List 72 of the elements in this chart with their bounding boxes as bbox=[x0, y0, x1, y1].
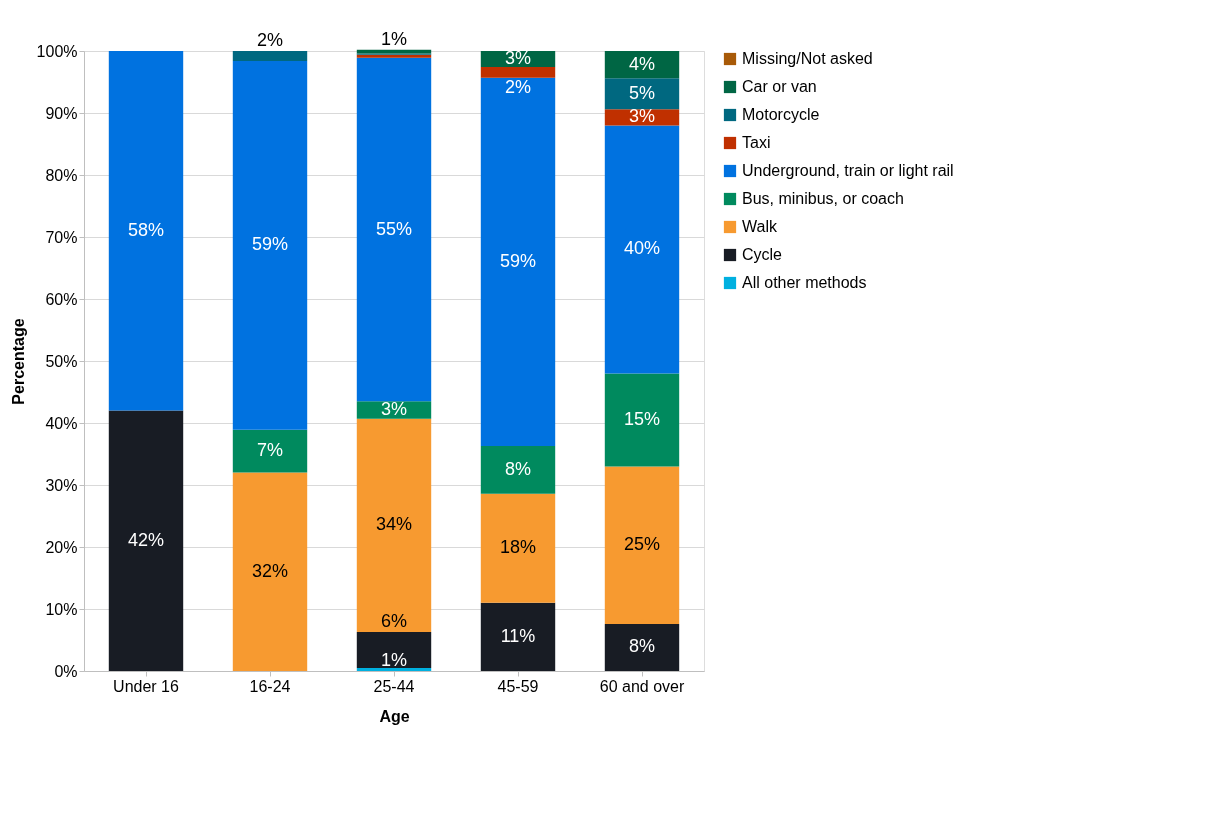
y-tick-label: 100% bbox=[36, 42, 78, 60]
x-tick-label: 45-59 bbox=[497, 677, 539, 695]
y-tick-label: 10% bbox=[45, 600, 78, 618]
data-label: 5% bbox=[628, 82, 656, 103]
data-label: 8% bbox=[628, 636, 656, 657]
y-tick-label: 80% bbox=[45, 166, 78, 184]
y-tick-label: 90% bbox=[45, 104, 78, 122]
data-label: 15% bbox=[623, 408, 661, 429]
bar bbox=[480, 77, 556, 446]
legend-label: Walk bbox=[742, 218, 778, 235]
legend-label: Cycle bbox=[742, 246, 783, 263]
bar bbox=[604, 623, 680, 671]
legend-label: Missing/Not asked bbox=[742, 50, 873, 67]
legend-label: Motorcycle bbox=[742, 106, 820, 123]
legend-label: Car or van bbox=[742, 78, 817, 95]
data-label: 11% bbox=[500, 625, 536, 646]
y-tick-label: 20% bbox=[45, 538, 78, 556]
data-label: 2% bbox=[504, 76, 532, 97]
data-label: 58% bbox=[127, 219, 165, 240]
bar bbox=[356, 57, 432, 402]
bar bbox=[356, 418, 432, 632]
bar bbox=[480, 602, 556, 671]
x-tick-label: 16-24 bbox=[249, 677, 291, 695]
bar bbox=[480, 67, 556, 78]
bar bbox=[356, 631, 432, 668]
data-label: 1% bbox=[380, 28, 408, 49]
data-label: 18% bbox=[499, 537, 537, 558]
data-label: 42% bbox=[127, 529, 165, 550]
data-label: 6% bbox=[380, 610, 408, 631]
data-label: 55% bbox=[375, 218, 413, 239]
bar bbox=[480, 445, 556, 494]
x-tick-label: 60 and over bbox=[599, 677, 685, 695]
data-label: 3% bbox=[504, 48, 532, 69]
y-tick-label: 70% bbox=[45, 228, 78, 246]
y-tick-label: 60% bbox=[45, 290, 78, 308]
data-label: 32% bbox=[251, 560, 289, 581]
bar bbox=[108, 51, 184, 411]
y-tick-label: 0% bbox=[54, 662, 78, 680]
data-label: 40% bbox=[623, 238, 661, 259]
bar bbox=[604, 78, 680, 110]
data-label: 4% bbox=[628, 53, 656, 74]
legend-label: Underground, train or light rail bbox=[742, 162, 954, 179]
x-axis-title: Age bbox=[379, 707, 410, 725]
data-label: 3% bbox=[628, 106, 656, 127]
data-label: 59% bbox=[251, 234, 289, 255]
data-label: 25% bbox=[623, 534, 661, 555]
legend-label: Taxi bbox=[742, 134, 771, 151]
data-label: 34% bbox=[375, 514, 413, 535]
bar bbox=[604, 125, 680, 374]
legend-label: All other methods bbox=[742, 274, 867, 291]
y-tick-label: 30% bbox=[45, 476, 78, 494]
y-tick-label: 50% bbox=[45, 352, 78, 370]
data-label: 59% bbox=[499, 250, 537, 271]
data-label: 8% bbox=[504, 458, 532, 479]
bar bbox=[604, 373, 680, 467]
bar bbox=[356, 667, 432, 671]
x-tick-label: 25-44 bbox=[373, 677, 415, 695]
legend-label: Bus, minibus, or coach bbox=[742, 190, 904, 207]
bar bbox=[232, 429, 308, 473]
data-label: 2% bbox=[256, 30, 284, 50]
bar bbox=[232, 60, 308, 430]
x-tick-label: Under 16 bbox=[113, 677, 180, 695]
data-label: 3% bbox=[380, 398, 408, 419]
bar bbox=[480, 493, 556, 603]
bar bbox=[604, 466, 680, 624]
y-tick-label: 40% bbox=[45, 414, 78, 432]
bar bbox=[232, 472, 308, 671]
bar bbox=[232, 51, 308, 61]
bar bbox=[108, 410, 184, 671]
y-axis-title: Percentage bbox=[9, 318, 27, 405]
data-label: 1% bbox=[380, 650, 408, 670]
data-label: 7% bbox=[256, 440, 284, 461]
